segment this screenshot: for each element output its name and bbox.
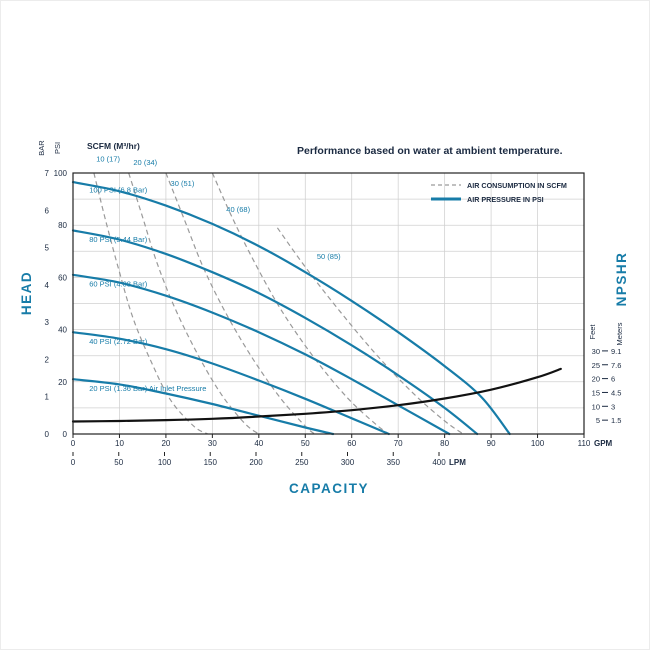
lpm-tick-label: 350 xyxy=(387,458,401,467)
npshr-meters-tick-label: 3 xyxy=(611,402,615,411)
legend-air-pressure-label: AIR PRESSURE IN PSI xyxy=(467,195,544,204)
air-pressure-curve-label: 40 PSI (2.72 Bar) xyxy=(89,337,147,346)
air-consumption-curve-label: 40 (68) xyxy=(226,205,250,214)
psi-unit-label: PSI xyxy=(53,142,62,154)
bar-tick-label: 0 xyxy=(45,430,50,439)
bar-tick-label: 2 xyxy=(45,355,50,364)
psi-tick-label: 60 xyxy=(58,273,67,282)
psi-tick-label: 20 xyxy=(58,378,67,387)
legend-air-consumption-label: AIR CONSUMPTION IN SCFM xyxy=(467,181,567,190)
lpm-tick-label: 400 xyxy=(432,458,446,467)
npshr-feet-tick-label: 10 xyxy=(592,402,600,411)
air-consumption-curve xyxy=(276,227,464,435)
gpm-tick-label: 30 xyxy=(208,439,217,448)
npshr-feet-tick-label: 15 xyxy=(592,388,600,397)
lpm-tick-label: 100 xyxy=(158,458,172,467)
npshr-feet-tick-label: 20 xyxy=(592,375,600,384)
bar-tick-label: 4 xyxy=(45,281,50,290)
air-pressure-curve xyxy=(71,331,390,436)
gpm-tick-label: 50 xyxy=(301,439,310,448)
air-pressure-curve-label: 80 PSI (5.44 Bar) xyxy=(89,235,147,244)
psi-tick-label: 80 xyxy=(58,221,67,230)
npshr-meters-tick-label: 9.1 xyxy=(611,347,621,356)
bar-tick-label: 7 xyxy=(45,169,50,178)
air-pressure-curve xyxy=(71,229,479,436)
gpm-unit-suffix: GPM xyxy=(594,439,613,448)
gpm-tick-label: 20 xyxy=(161,439,170,448)
air-consumption-curve-label: 30 (51) xyxy=(171,179,195,188)
legend: AIR CONSUMPTION IN SCFM AIR PRESSURE IN … xyxy=(431,181,567,204)
npshr-curve xyxy=(71,367,562,423)
capacity-axis-title: CAPACITY xyxy=(289,481,369,496)
chart-title: Performance based on water at ambient te… xyxy=(297,145,563,157)
gpm-tick-label: 70 xyxy=(394,439,403,448)
gpm-tick-label: 90 xyxy=(487,439,496,448)
lpm-tick-label: 200 xyxy=(249,458,263,467)
npshr-meters-tick-label: 6 xyxy=(611,375,615,384)
air-consumption-curve-label: 50 (85) xyxy=(317,252,341,261)
air-consumption-curve-label: 20 (34) xyxy=(133,158,157,167)
air-pressure-curve xyxy=(71,378,335,436)
gpm-tick-label: 60 xyxy=(347,439,356,448)
air-consumption-curve xyxy=(211,172,390,435)
bar-unit-label: BAR xyxy=(37,140,46,156)
lpm-tick-label: 0 xyxy=(71,458,76,467)
npshr-feet-tick-label: 25 xyxy=(592,361,600,370)
lpm-tick-label: 50 xyxy=(114,458,123,467)
bar-tick-label: 1 xyxy=(45,393,50,402)
air-pressure-curve-label: 100 PSI (6.8 Bar) xyxy=(89,186,147,195)
gpm-tick-label: 110 xyxy=(578,439,591,448)
plot-border xyxy=(72,172,585,435)
air-pressure-curve-label: 60 PSI (4.08 Bar) xyxy=(89,280,147,289)
npshr-meters-tick-label: 7.6 xyxy=(611,361,621,370)
lpm-tick-label: 150 xyxy=(204,458,218,467)
lpm-tick-label: 250 xyxy=(295,458,309,467)
npshr-feet-tick-label: 30 xyxy=(592,347,600,356)
meters-unit-label: Meters xyxy=(615,322,624,345)
gpm-tick-label: 80 xyxy=(440,439,449,448)
air-pressure-curve-label: 20 PSI (1.36 Bar) Air Inlet Pressure xyxy=(89,384,206,393)
chart-generated-layer: 100 PSI (6.8 Bar) 80 PSI (5.44 Bar) 60 PSI… xyxy=(45,154,622,467)
lpm-unit-suffix: LPM xyxy=(449,458,466,467)
bar-tick-label: 3 xyxy=(45,318,50,327)
scfm-axis-header: SCFM (M³/hr) xyxy=(87,141,140,151)
air-pressure-curve xyxy=(71,273,451,436)
psi-tick-label: 0 xyxy=(63,430,68,439)
air-consumption-curve xyxy=(165,172,315,435)
air-consumption-curve xyxy=(93,172,208,435)
psi-tick-label: 40 xyxy=(58,326,67,335)
air-pressure-curve xyxy=(71,181,511,436)
gpm-tick-label: 40 xyxy=(254,439,263,448)
gpm-tick-label: 0 xyxy=(71,439,76,448)
gpm-tick-label: 10 xyxy=(115,439,124,448)
npshr-axis-title: NPSHR xyxy=(614,252,629,307)
feet-unit-label: Feet xyxy=(588,324,597,340)
npshr-meters-tick-label: 4.5 xyxy=(611,388,621,397)
npshr-feet-tick-label: 5 xyxy=(596,416,600,425)
psi-tick-label: 100 xyxy=(54,169,68,178)
lpm-tick-label: 300 xyxy=(341,458,355,467)
npshr-meters-tick-label: 1.5 xyxy=(611,416,621,425)
air-consumption-curve-label: 10 (17) xyxy=(96,154,120,163)
head-axis-title: HEAD xyxy=(19,271,34,315)
gpm-tick-label: 100 xyxy=(531,439,545,448)
bar-tick-label: 6 xyxy=(45,206,50,215)
air-consumption-curve xyxy=(128,172,260,435)
bar-tick-label: 5 xyxy=(45,244,50,253)
